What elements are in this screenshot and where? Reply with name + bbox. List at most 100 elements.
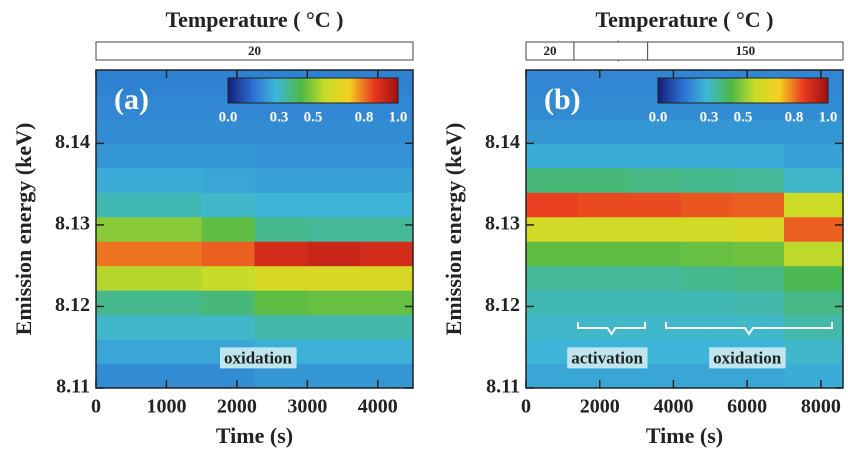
bracket — [577, 322, 646, 336]
colorbar — [657, 77, 829, 104]
heatmap-cell — [307, 216, 361, 242]
heatmap-cell — [96, 339, 150, 365]
y-tick-label: 8.14 — [485, 131, 520, 153]
heatmap-cell — [96, 241, 150, 267]
heatmap-cell — [577, 290, 630, 316]
heatmap-cell — [732, 216, 785, 242]
heatmap-cell — [307, 143, 361, 169]
heatmap-cell — [526, 167, 579, 193]
heatmap-cell — [307, 241, 361, 267]
heatmap-cell — [96, 363, 150, 389]
panel-label: (b) — [544, 83, 581, 116]
heatmap-cell — [526, 290, 579, 316]
x-tick-label: 1000 — [146, 396, 186, 418]
chart-title: Temperature ( °C ) — [165, 7, 343, 32]
heatmap-cell — [732, 241, 785, 267]
colorbar-tick-label: 0.8 — [355, 109, 374, 125]
heatmap-cell — [526, 118, 579, 144]
heatmap-cell — [526, 94, 579, 120]
heatmap-cell — [307, 290, 361, 316]
heatmap-cell — [201, 290, 255, 316]
heatmap-cell — [148, 118, 203, 144]
heatmap-cell — [629, 265, 682, 291]
heatmap-cell — [784, 241, 844, 267]
heatmap-cell — [201, 241, 255, 267]
x-tick-label: 4000 — [358, 396, 398, 418]
chart-title: Temperature ( °C ) — [595, 7, 773, 32]
y-tick-label: 8.11 — [56, 376, 90, 398]
colorbar-tick-label: 0.5 — [734, 109, 753, 125]
heatmap-cell — [680, 265, 733, 291]
heatmap-cell — [96, 118, 150, 144]
heatmap-cell — [148, 290, 203, 316]
heatmap-cell — [96, 94, 150, 120]
heatmap-cell — [360, 241, 414, 267]
heatmap-cell — [784, 143, 844, 169]
heatmap-cell — [577, 94, 630, 120]
heatmap-cell — [148, 192, 203, 218]
heatmap-cell — [307, 192, 361, 218]
annotation-background — [567, 347, 648, 369]
heatmap-cell — [784, 167, 844, 193]
heatmap-cell — [784, 290, 844, 316]
heatmap-cell — [526, 241, 579, 267]
heatmap-cell — [307, 265, 361, 291]
heatmap-cell — [360, 339, 414, 365]
heatmap-cell — [201, 192, 255, 218]
heatmap-cell — [96, 167, 150, 193]
heatmap-cell — [577, 192, 630, 218]
heatmap-cell — [360, 118, 414, 144]
heatmap-cell — [360, 290, 414, 316]
x-tick-label: 8000 — [801, 396, 841, 418]
heatmap-cell — [360, 363, 414, 389]
temperature-label: 20 — [248, 43, 261, 58]
heatmap-cell — [680, 241, 733, 267]
heatmap-cell — [629, 216, 682, 242]
heatmap-cell — [680, 216, 733, 242]
panel-label: (a) — [114, 83, 149, 116]
x-axis-label: Time (s) — [216, 423, 293, 448]
heatmap-cell — [96, 265, 150, 291]
heatmap-cell — [732, 290, 785, 316]
heatmap-cell — [629, 290, 682, 316]
y-tick-label: 8.11 — [486, 376, 520, 398]
x-tick-label: 6000 — [727, 396, 767, 418]
annotation: oxidation — [713, 348, 782, 367]
heatmap-cell — [148, 143, 203, 169]
heatmap-cell — [577, 143, 630, 169]
colorbar-tick-label: 0.8 — [785, 109, 804, 125]
heatmap-cell — [148, 94, 203, 120]
heatmap-cell — [148, 216, 203, 242]
heatmap-cell — [307, 167, 361, 193]
heatmap-cell — [680, 290, 733, 316]
x-axis-label: Time (s) — [646, 423, 723, 448]
heatmap-cell — [96, 216, 150, 242]
heatmap-cell — [577, 118, 630, 144]
annotation: oxidation — [224, 348, 293, 367]
heatmap-cell — [784, 265, 844, 291]
heatmap-cell — [254, 290, 308, 316]
annotation-background — [709, 347, 786, 369]
plot-frame — [95, 69, 414, 389]
heatmap-cell — [577, 70, 630, 95]
plot-frame — [525, 69, 844, 389]
heatmap-cell — [360, 265, 414, 291]
heatmap-cell — [732, 143, 785, 169]
heatmap-cell — [148, 265, 203, 291]
colorbar-tick-label: 0.0 — [219, 109, 238, 125]
heatmap-cell — [148, 363, 203, 389]
heatmap-cell — [148, 167, 203, 193]
heatmap-cell — [254, 118, 308, 144]
y-axis-label: Emission energy (keV) — [11, 123, 36, 336]
colorbar-tick-label: 0.0 — [649, 109, 668, 125]
colorbar-tick-label: 1.0 — [389, 109, 408, 125]
heatmap-cell — [680, 167, 733, 193]
heatmap-cell — [732, 265, 785, 291]
heatmap-cell — [629, 143, 682, 169]
temperature-label: 150 — [736, 43, 756, 58]
heatmap-cell — [96, 290, 150, 316]
heatmap-cell — [254, 192, 308, 218]
heatmap-cell — [360, 192, 414, 218]
heatmap-cell — [307, 363, 361, 389]
annotation-background — [220, 347, 297, 369]
